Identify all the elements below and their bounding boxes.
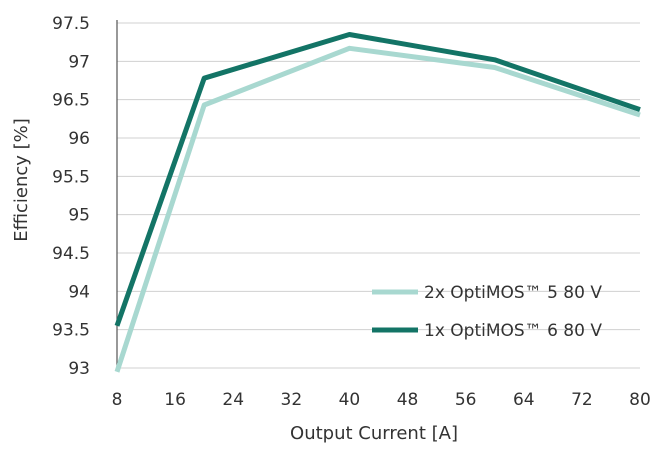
x-tick-labels: 8 16 24 32 40 48 56 64 72 80 — [112, 390, 651, 410]
x-tick-label: 16 — [164, 390, 186, 410]
y-tick-label: 96.5 — [52, 91, 90, 111]
x-tick-label: 8 — [112, 390, 123, 410]
series-line-2 — [114, 32, 641, 327]
series-line-1 — [114, 45, 641, 373]
y-tick-label: 93.5 — [52, 321, 90, 341]
x-tick-label: 40 — [339, 390, 361, 410]
x-tick-label: 32 — [281, 390, 303, 410]
y-tick-label: 93 — [68, 359, 90, 379]
legend-label-2: 1x OptiMOS™ 6 80 V — [424, 321, 602, 341]
legend-label-1: 2x OptiMOS™ 5 80 V — [424, 283, 602, 303]
grid-lines — [117, 22, 640, 369]
x-tick-label: 24 — [222, 390, 244, 410]
y-tick-label: 94.5 — [52, 244, 90, 264]
legend: 2x OptiMOS™ 5 80 V 1x OptiMOS™ 6 80 V — [372, 283, 602, 341]
y-tick-label: 94 — [68, 282, 90, 302]
x-tick-label: 48 — [397, 390, 419, 410]
y-tick-label: 97.5 — [52, 14, 90, 34]
x-tick-label: 72 — [571, 390, 593, 410]
x-tick-label: 64 — [513, 390, 535, 410]
y-tick-label: 95 — [68, 206, 90, 226]
series-lines — [114, 32, 641, 373]
x-axis-title: Output Current [A] — [290, 423, 458, 444]
y-tick-label: 96 — [68, 129, 90, 149]
y-axis-title: Efficiency [%] — [11, 118, 32, 242]
y-tick-label: 97 — [68, 52, 90, 72]
x-tick-label: 80 — [629, 390, 651, 410]
y-tick-label: 95.5 — [52, 167, 90, 187]
x-tick-label: 56 — [455, 390, 477, 410]
y-tick-labels: 93 93.5 94 94.5 95 95.5 96 96.5 97 97.5 — [52, 14, 90, 379]
